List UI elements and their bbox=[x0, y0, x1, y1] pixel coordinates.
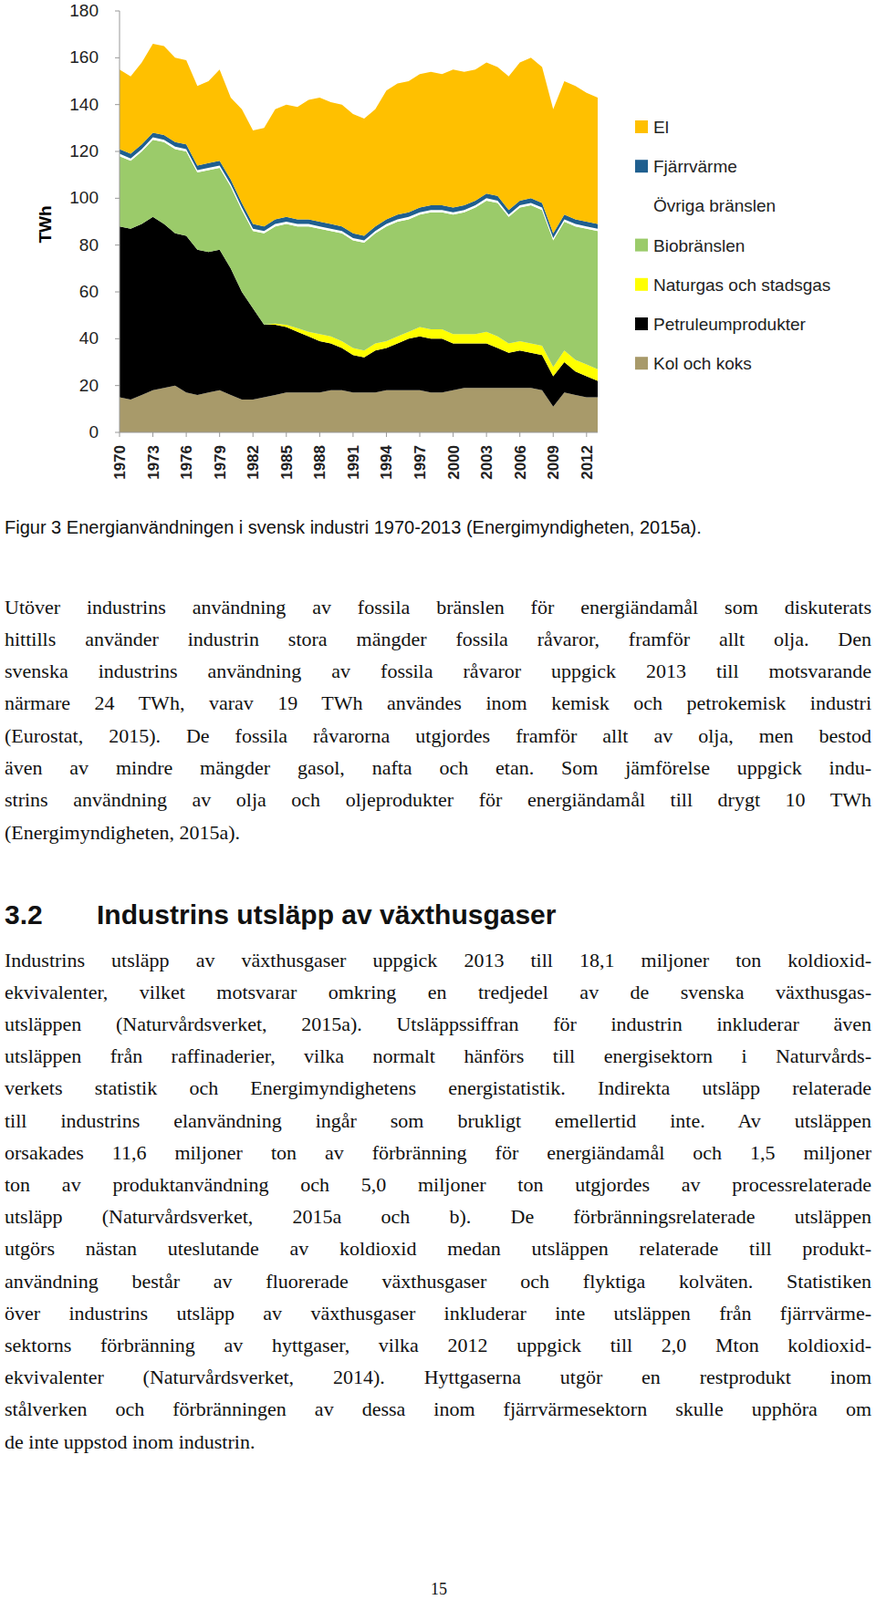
legend: El Fjärrvärme Övriga bränslen Biobränslen Na… bbox=[635, 117, 831, 374]
x-tick bbox=[252, 432, 254, 438]
x-tick-label: 2009 bbox=[544, 445, 563, 480]
legend-label: Naturgas och stadsgas bbox=[653, 275, 831, 295]
x-tick-label: 1982 bbox=[244, 445, 262, 480]
y-tick bbox=[114, 432, 120, 434]
legend-label: Fjärrvärme bbox=[653, 156, 738, 177]
x-tick-label: 1979 bbox=[211, 445, 230, 480]
y-axis bbox=[119, 10, 121, 433]
x-tick-label: 1991 bbox=[344, 445, 363, 480]
legend-label: El bbox=[653, 117, 669, 137]
y-tick-label: 180 bbox=[69, 0, 99, 21]
text-line: (Eurostat, 2015). De fossila råvarorna u… bbox=[4, 719, 872, 752]
text-line: stålverken och förbränningen av dessa in… bbox=[4, 1393, 872, 1426]
text-line: Industrins utsläpp av växthusgaser uppgi… bbox=[4, 944, 872, 977]
legend-label: Petruleumprodukter bbox=[653, 314, 807, 334]
legend-swatch bbox=[635, 239, 648, 252]
text-line: ekvivalenter, vilket motsvarar omkring e… bbox=[4, 976, 872, 1009]
x-tick-label: 1988 bbox=[311, 445, 329, 480]
heading: Industrins utsläpp av växthusgaser bbox=[96, 898, 556, 932]
text-line: orsakades 11,6 miljoner ton av förbränni… bbox=[4, 1136, 872, 1169]
x-tick bbox=[219, 432, 220, 438]
text-line: även av mindre mängder gasol, nafta och … bbox=[4, 751, 872, 784]
x-tick-label: 1970 bbox=[111, 445, 129, 480]
legend-swatch bbox=[635, 159, 648, 173]
text-line: strins användning av olja och oljeproduk… bbox=[4, 783, 872, 816]
text-line: Utöver industrins användning av fossila … bbox=[4, 591, 872, 624]
y-tick bbox=[114, 385, 120, 386]
text-line: ekvivalenter (Naturvårdsverket, 2014). H… bbox=[4, 1361, 872, 1394]
legend-swatch bbox=[635, 120, 648, 134]
x-tick bbox=[385, 432, 387, 438]
text-line: sektorns förbränning av hyttgaser, vilka… bbox=[4, 1329, 872, 1362]
x-tick-label: 2003 bbox=[478, 445, 496, 480]
y-tick-label: 160 bbox=[69, 47, 99, 67]
legend-label: Kol och koks bbox=[653, 354, 752, 374]
x-tick bbox=[319, 432, 321, 438]
y-tick bbox=[114, 104, 120, 105]
legend-swatch bbox=[635, 356, 648, 370]
x-tick bbox=[519, 432, 521, 438]
legend-swatch bbox=[635, 198, 648, 212]
x-axis bbox=[119, 432, 598, 434]
caption: Figur 3 Energianvändningen i svensk indu… bbox=[4, 516, 872, 539]
y-tick-label: 120 bbox=[69, 141, 99, 161]
x-tick-label: 2000 bbox=[445, 445, 463, 480]
text-line: de inte uppstod inom industrin. bbox=[4, 1426, 872, 1459]
text-line: utsläppen (Naturvårdsverket, 2015a). Uts… bbox=[4, 1008, 872, 1041]
areas bbox=[119, 43, 598, 433]
text-line: över industrins utsläpp av växthusgaser … bbox=[4, 1297, 872, 1330]
heading-number: 3.2 bbox=[4, 898, 43, 932]
y-tick-label: 20 bbox=[79, 375, 99, 396]
x-tick bbox=[585, 432, 587, 438]
x-tick-label: 2006 bbox=[511, 445, 530, 480]
legend-label: Övriga bränslen bbox=[653, 196, 776, 216]
text-line: utgörs nästan uteslutande av koldioxid m… bbox=[4, 1232, 872, 1265]
y-tick-label: 140 bbox=[69, 94, 99, 115]
text-line: svenska industrins användning av fossila… bbox=[4, 655, 872, 688]
x-tick bbox=[152, 432, 154, 438]
x-tick-label: 1997 bbox=[411, 445, 429, 480]
text-line: användning består av fluorerade växthusg… bbox=[4, 1265, 872, 1298]
page-number: 15 bbox=[0, 1580, 876, 1599]
x-tick-label: 1973 bbox=[145, 445, 163, 480]
area-series bbox=[119, 43, 598, 236]
y-tick-label: 80 bbox=[79, 235, 99, 255]
y-axis-label: TWh bbox=[35, 205, 55, 243]
x-tick bbox=[552, 432, 554, 438]
y-tick bbox=[114, 198, 120, 199]
text-line: hittills använder industrin stora mängde… bbox=[4, 623, 872, 656]
y-tick-label: 40 bbox=[79, 328, 99, 348]
legend-label: Biobränslen bbox=[653, 236, 745, 256]
legend-swatch bbox=[635, 317, 648, 331]
text-line: ton av produktanvändning och 5,0 miljone… bbox=[4, 1168, 872, 1201]
text-line: verkets statistik och Energimyndighetens… bbox=[4, 1072, 872, 1105]
text-line: utsläppen från raffinaderier, vilka norm… bbox=[4, 1040, 872, 1073]
x-tick bbox=[419, 432, 421, 438]
chart: 0 20 40 60 80 100 120 140 160 180 1970 1973 1976 1979… bbox=[0, 0, 876, 511]
y-tick bbox=[114, 10, 120, 12]
text-line: närmare 24 TWh, varav 19 TWh användes in… bbox=[4, 687, 872, 720]
y-tick-label: 60 bbox=[79, 281, 99, 302]
x-tick bbox=[285, 432, 287, 438]
x-tick-label: 1976 bbox=[177, 445, 196, 480]
y-tick bbox=[114, 57, 120, 59]
x-tick bbox=[186, 432, 188, 438]
y-tick bbox=[114, 292, 120, 293]
x-tick-label: 1994 bbox=[377, 444, 396, 480]
y-tick bbox=[114, 338, 120, 340]
legend-swatch bbox=[635, 278, 648, 292]
x-tick-label: 2012 bbox=[578, 445, 596, 480]
x-tick bbox=[452, 432, 454, 438]
text-line: utsläpp (Naturvårdsverket, 2015a och b).… bbox=[4, 1200, 872, 1233]
x-tick bbox=[486, 432, 488, 438]
y-tick bbox=[114, 244, 120, 246]
x-tick-label: 1985 bbox=[278, 445, 296, 480]
y-tick bbox=[114, 151, 120, 153]
y-tick-label: 100 bbox=[69, 187, 99, 208]
text-line: (Energimyndigheten, 2015a). bbox=[4, 816, 872, 849]
x-tick bbox=[352, 432, 354, 438]
x-tick bbox=[119, 432, 121, 438]
y-tick-label: 0 bbox=[88, 422, 99, 442]
text-line: till industrins elanvändning ingår som b… bbox=[4, 1105, 872, 1137]
